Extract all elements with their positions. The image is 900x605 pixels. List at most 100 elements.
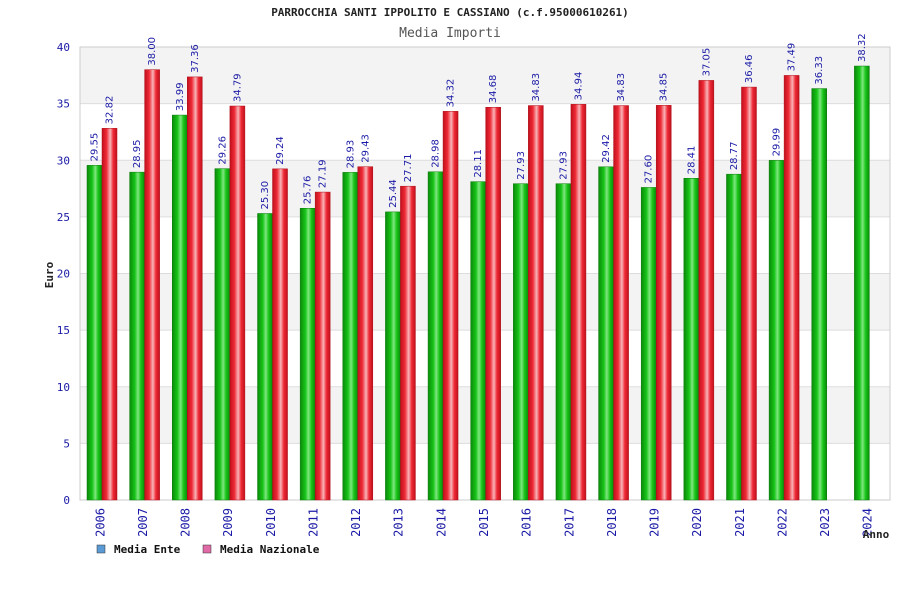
bar-media-ente-2017 bbox=[555, 183, 572, 501]
x-tick-label-2014: 2014 bbox=[434, 508, 448, 537]
data-label-media-ente-2013: 25.44 bbox=[388, 179, 399, 208]
y-axis-ticks: 0 5 10 15 20 25 30 35 40 bbox=[57, 41, 70, 507]
data-label-media-nazionale-2020: 37.05 bbox=[701, 48, 712, 77]
bar-media-nazionale-2013 bbox=[400, 185, 416, 501]
x-axis-label: Anno bbox=[863, 528, 890, 541]
bar-media-ente-2018 bbox=[598, 166, 614, 501]
y-tick-label: 10 bbox=[57, 381, 70, 394]
data-label-media-nazionale-2013: 27.71 bbox=[403, 154, 414, 183]
bar-media-ente-2009 bbox=[214, 168, 231, 501]
bar-media-ente-2010 bbox=[257, 213, 273, 501]
data-label-media-ente-2016: 27.93 bbox=[516, 151, 527, 180]
data-label-media-ente-2024: 38.32 bbox=[857, 33, 868, 62]
legend-swatch-media-ente bbox=[96, 544, 106, 554]
bar-media-nazionale-2010 bbox=[272, 168, 288, 501]
data-label-media-ente-2008: 33.99 bbox=[175, 82, 186, 111]
bar-media-ente-2016 bbox=[513, 183, 529, 501]
y-tick-label: 20 bbox=[57, 268, 70, 281]
bar-media-ente-2020 bbox=[683, 178, 700, 501]
x-tick-label-2019: 2019 bbox=[648, 508, 662, 537]
x-axis-ticks: 2006 2007 2008 2009 2010 2011 2012 2013 2014 2015… bbox=[93, 508, 874, 537]
bar-media-nazionale-2015 bbox=[485, 106, 501, 501]
bar-media-ente-2013 bbox=[385, 211, 401, 501]
y-tick-label: 15 bbox=[57, 324, 70, 337]
bar-media-nazionale-2008 bbox=[187, 76, 203, 501]
bar-media-ente-2011 bbox=[299, 208, 316, 501]
data-label-media-ente-2015: 28.11 bbox=[473, 149, 484, 178]
data-label-media-nazionale-2019: 34.85 bbox=[659, 73, 670, 102]
chart-subtitle: Media Importi bbox=[399, 26, 501, 41]
bar-media-ente-2021 bbox=[726, 173, 742, 501]
data-label-media-nazionale-2009: 34.79 bbox=[232, 73, 243, 102]
y-tick-label: 5 bbox=[63, 437, 70, 450]
data-label-media-ente-2019: 27.60 bbox=[644, 155, 655, 184]
data-label-media-ente-2012: 28.93 bbox=[345, 140, 356, 169]
y-tick-label: 30 bbox=[57, 154, 70, 167]
data-label-media-ente-2021: 28.77 bbox=[729, 142, 740, 171]
bar-media-nazionale-2014 bbox=[442, 111, 459, 501]
bar-media-ente-2007 bbox=[129, 171, 145, 501]
y-axis-label: Euro bbox=[43, 261, 56, 288]
data-label-media-ente-2006: 29.55 bbox=[90, 133, 101, 162]
data-label-media-ente-2017: 27.93 bbox=[558, 151, 569, 180]
bar-media-nazionale-2021 bbox=[741, 86, 757, 501]
bar-media-nazionale-2017 bbox=[570, 104, 587, 501]
bar-media-ente-2006 bbox=[86, 165, 103, 501]
bar-media-nazionale-2007 bbox=[144, 69, 160, 501]
bar-media-nazionale-2011 bbox=[314, 191, 331, 501]
x-tick-label-2024: 2024 bbox=[861, 508, 875, 537]
bar-media-ente-2019 bbox=[640, 187, 657, 501]
x-tick-label-2021: 2021 bbox=[733, 508, 747, 537]
y-tick-label: 40 bbox=[57, 41, 70, 54]
legend-label-media-nazionale: Media Nazionale bbox=[220, 543, 320, 556]
data-label-media-nazionale-2008: 37.36 bbox=[190, 44, 201, 73]
data-label-media-ente-2020: 28.41 bbox=[686, 146, 697, 175]
x-tick-label-2023: 2023 bbox=[818, 508, 832, 537]
y-tick-label: 25 bbox=[57, 211, 70, 224]
y-tick-label: 35 bbox=[57, 98, 70, 111]
bar-media-nazionale-2016 bbox=[528, 105, 544, 501]
bars bbox=[86, 65, 870, 501]
x-tick-label-2020: 2020 bbox=[690, 508, 704, 537]
bar-media-nazionale-2019 bbox=[655, 105, 672, 501]
x-tick-label-2007: 2007 bbox=[136, 508, 150, 537]
legend: Media Ente Media Nazionale bbox=[96, 543, 320, 556]
chart-title: PARROCCHIA SANTI IPPOLITO E CASSIANO (c.… bbox=[271, 6, 629, 19]
bar-media-nazionale-2009 bbox=[229, 105, 246, 501]
x-tick-label-2006: 2006 bbox=[93, 508, 107, 537]
data-label-media-ente-2023: 36.33 bbox=[814, 56, 825, 85]
data-label-media-nazionale-2016: 34.83 bbox=[531, 73, 542, 102]
data-label-media-ente-2007: 28.95 bbox=[132, 140, 143, 169]
data-label-media-ente-2009: 29.26 bbox=[217, 136, 228, 165]
data-label-media-ente-2022: 29.99 bbox=[772, 128, 783, 157]
x-tick-label-2008: 2008 bbox=[179, 508, 193, 537]
bar-media-ente-2024 bbox=[854, 65, 870, 501]
data-label-media-nazionale-2011: 27.19 bbox=[318, 159, 329, 188]
data-label-media-ente-2014: 28.98 bbox=[431, 139, 442, 168]
data-label-media-nazionale-2014: 34.32 bbox=[446, 79, 457, 108]
data-label-media-nazionale-2007: 38.00 bbox=[147, 37, 158, 66]
data-label-media-nazionale-2015: 34.68 bbox=[488, 75, 499, 104]
bar-media-ente-2012 bbox=[342, 172, 359, 501]
x-tick-label-2015: 2015 bbox=[477, 508, 491, 537]
data-label-media-nazionale-2018: 34.83 bbox=[616, 73, 627, 102]
bar-media-nazionale-2012 bbox=[357, 166, 374, 501]
data-label-media-nazionale-2012: 29.43 bbox=[360, 134, 371, 163]
bar-media-nazionale-2006 bbox=[101, 128, 118, 501]
bar-media-ente-2015 bbox=[470, 181, 486, 501]
x-tick-label-2009: 2009 bbox=[221, 508, 235, 537]
data-label-media-ente-2010: 25.30 bbox=[260, 181, 271, 210]
data-label-media-nazionale-2022: 37.49 bbox=[787, 43, 798, 72]
data-label-media-nazionale-2017: 34.94 bbox=[573, 72, 584, 101]
data-label-media-nazionale-2006: 32.82 bbox=[105, 96, 116, 125]
x-tick-label-2016: 2016 bbox=[520, 508, 534, 537]
bar-media-ente-2023 bbox=[811, 88, 827, 501]
bar-media-ente-2008 bbox=[172, 114, 188, 501]
data-label-media-nazionale-2010: 29.24 bbox=[275, 136, 286, 165]
y-tick-label: 0 bbox=[63, 494, 70, 507]
x-tick-label-2013: 2013 bbox=[392, 508, 406, 537]
x-tick-label-2017: 2017 bbox=[562, 508, 576, 537]
x-tick-label-2011: 2011 bbox=[306, 508, 320, 537]
